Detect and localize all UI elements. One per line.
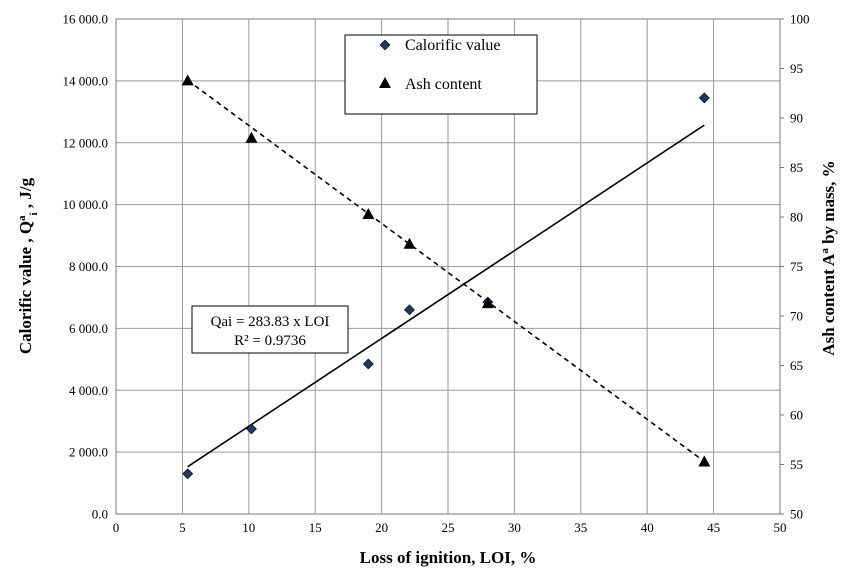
y-right-title-sup: a (819, 248, 831, 254)
y-right-tick-label: 95 (790, 61, 803, 76)
ash-point (181, 74, 194, 86)
y-left-tick-label: 14 000.0 (63, 73, 109, 88)
y-left-tick-label: 2 000.0 (69, 445, 108, 460)
x-tick-label: 15 (309, 520, 322, 535)
x-tick-label: 0 (113, 520, 120, 535)
x-tick-label: 35 (574, 520, 587, 535)
y-right-tick-label: 75 (790, 259, 803, 274)
y-left-title-unit: , J/g (16, 177, 35, 212)
legend: Calorific value Ash content (344, 34, 538, 115)
y-left-tick-label: 10 000.0 (63, 197, 109, 212)
y-left-tick-label: 4 000.0 (69, 383, 108, 398)
ash-point (245, 131, 258, 143)
y-right-tick-label: 55 (790, 457, 803, 472)
ash-point (362, 208, 375, 220)
ash-point (481, 297, 494, 309)
x-tick-label: 5 (179, 520, 186, 535)
calorific-trend-line (187, 124, 705, 468)
y-right-tick-label: 80 (790, 210, 803, 225)
y-left-tick-labels: 0.0 2 000.0 4 000.0 6 000.0 8 000.0 10 000.0 1… (63, 12, 109, 522)
legend-label-ash: Ash content (405, 76, 482, 93)
x-tick-labels: 0 5 10 15 20 25 30 35 40 45 50 (113, 520, 787, 535)
y-right-tick-label: 90 (790, 111, 803, 126)
y-left-title-sup: a (16, 215, 28, 221)
x-tick-label: 10 (242, 520, 255, 535)
y-right-title-rest: by mass, % (819, 160, 838, 248)
regression-annotation: Qai = 283.83 x LOI R² = 0.9736 (191, 305, 349, 354)
y-left-tick-label: 6 000.0 (69, 321, 108, 336)
trend-lines (187, 79, 705, 468)
calorific-point (404, 304, 415, 316)
y-right-tick-label: 100 (790, 12, 810, 27)
annotation-box (191, 305, 349, 354)
y-right-axis-title: Ash content Aa by mass, % (819, 160, 838, 355)
x-tick-label: 45 (707, 520, 720, 535)
x-axis-title: Loss of ignition, LOI, % (360, 548, 537, 567)
ash-point (698, 455, 711, 467)
y-right-tick-label: 70 (790, 309, 803, 324)
y-left-title-sub: i (28, 212, 40, 215)
y-left-title-main: Calorific value , Q (16, 221, 35, 354)
annotation-equation: Qai = 283.83 x LOI (211, 314, 330, 330)
y-left-tick-label: 16 000.0 (63, 12, 109, 27)
x-tick-label: 25 (442, 520, 455, 535)
y-left-tick-label: 8 000.0 (69, 259, 108, 274)
data-markers (181, 74, 711, 480)
calorific-point (182, 468, 194, 480)
x-tick-label: 30 (508, 520, 521, 535)
legend-label-calorific: Calorific value (405, 37, 501, 54)
ash-point (403, 237, 416, 249)
annotation-r-squared: R² = 0.9736 (234, 333, 306, 349)
legend-box (344, 34, 538, 115)
y-right-tick-label: 65 (790, 358, 803, 373)
y-right-tick-label: 60 (790, 408, 803, 423)
y-left-tick-label: 0.0 (92, 507, 108, 522)
x-tick-label: 50 (774, 520, 787, 535)
y-right-tick-label: 50 (790, 507, 803, 522)
y-right-tick-label: 85 (790, 160, 803, 175)
y-left-axis-title: Calorific value , Qai , J/g (16, 177, 40, 354)
ash-trend-line (187, 79, 705, 463)
legend-triangle-icon (379, 77, 391, 88)
calorific-point (246, 423, 257, 435)
legend-diamond-icon (379, 39, 391, 51)
x-tick-label: 20 (375, 520, 388, 535)
y-right-title-main: Ash content A (819, 253, 838, 356)
calorific-point (362, 358, 374, 370)
y-left-tick-label: 12 000.0 (63, 135, 109, 150)
y-right-tick-labels: 50 55 60 65 70 75 80 85 90 95 100 (780, 12, 810, 522)
x-tick-label: 40 (641, 520, 654, 535)
calorific-point (698, 92, 710, 104)
